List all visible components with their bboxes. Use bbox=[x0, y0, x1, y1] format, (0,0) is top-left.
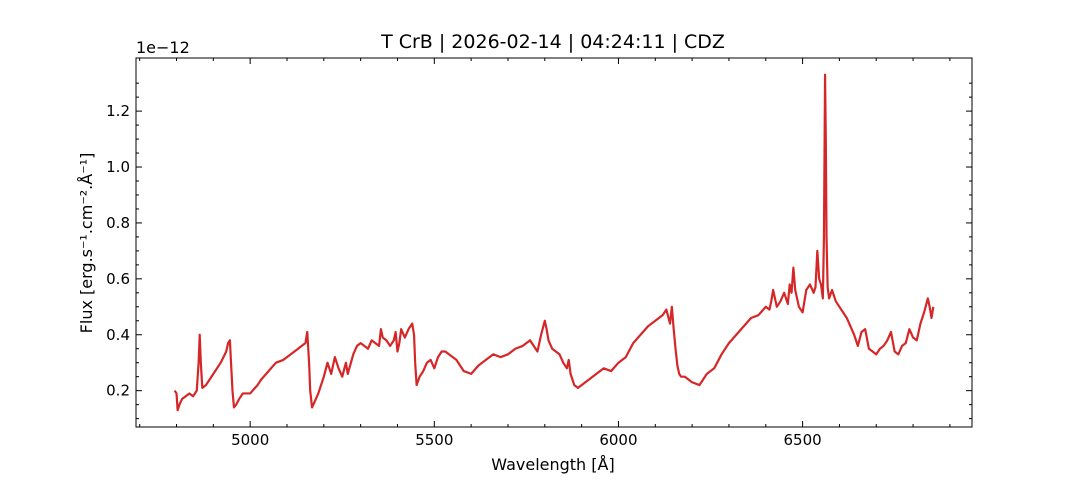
axes-frame bbox=[135, 57, 973, 428]
x-tick-label: 5000 bbox=[231, 431, 269, 449]
spectrum-line bbox=[173, 73, 935, 412]
y-axis-label: Flux [erg.s⁻¹.cm⁻².Å⁻¹] bbox=[77, 153, 96, 334]
x-axis-label: Wavelength [Å] bbox=[491, 455, 614, 474]
y-tick-label: 1.0 bbox=[106, 158, 130, 176]
chart-title: T CrB | 2026-02-14 | 04:24:11 | CDZ bbox=[380, 31, 725, 53]
y-offset-label: 1e−12 bbox=[136, 38, 190, 57]
y-tick-label: 1.2 bbox=[106, 102, 130, 120]
plot-area bbox=[173, 73, 935, 412]
y-tick-label: 0.4 bbox=[106, 326, 130, 344]
x-tick-label: 6000 bbox=[599, 431, 637, 449]
y-tick-label: 0.2 bbox=[106, 382, 130, 400]
y-tick-label: 0.6 bbox=[106, 270, 130, 288]
x-tick-label: 5500 bbox=[415, 431, 453, 449]
x-tick-label: 6500 bbox=[783, 431, 821, 449]
y-tick-label: 0.8 bbox=[106, 214, 130, 232]
